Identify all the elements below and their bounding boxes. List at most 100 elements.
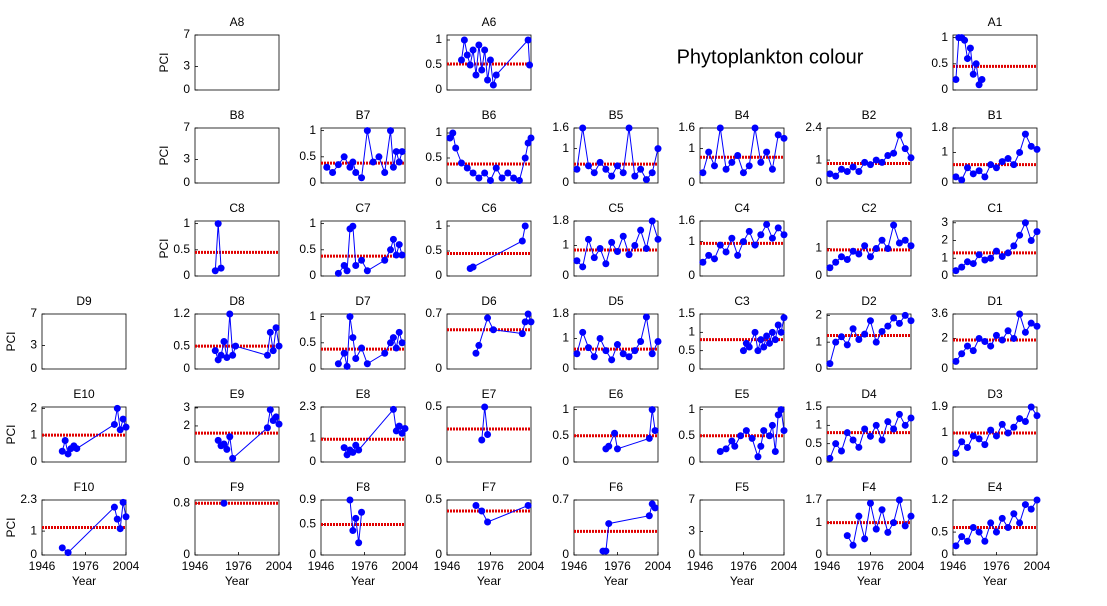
plot-area [194,220,280,277]
y-tick-label: 0 [941,175,948,189]
y-tick-label: 2 [815,308,822,322]
y-tick-label: 1 [815,241,822,255]
data-point [119,498,127,506]
y-tick-label: 0.5 [173,242,190,256]
data-point [745,343,753,351]
data-point [579,263,587,271]
plot-area [952,313,1038,370]
y-tick-label: 3 [30,338,37,352]
y-tick-label: 0 [309,361,316,375]
y-tick-label: 0 [815,268,822,282]
y-tick-label: 1 [562,238,569,252]
x-axis-label: Year [351,574,375,588]
y-tick-label: 1 [30,427,37,441]
data-point [648,169,656,177]
y-tick-label: 1.7 [805,492,822,506]
y-tick-label: 0 [688,547,695,561]
data-point [217,351,225,359]
y-tick-label: 1 [30,523,37,537]
data-point [716,124,724,132]
data-point [648,350,656,358]
y-tick-label: 0.9 [299,492,316,506]
panel-title: B4 [735,108,750,122]
data-point [766,432,774,440]
data-point [401,425,409,433]
data-point [780,134,788,142]
data-point [832,258,840,266]
data-point [349,158,357,166]
y-tick-label: 0.5 [299,335,316,349]
x-axis-label: Year [983,574,1007,588]
data-point [855,443,863,451]
y-tick-label: 0 [941,454,948,468]
data-point [780,427,788,435]
data-point [651,504,659,512]
data-point [521,222,529,230]
data-point [895,319,903,327]
data-point [58,544,66,552]
data-point [832,440,840,448]
y-tick-label: 1.5 [678,306,695,320]
data-point [573,165,581,173]
data-point [625,124,633,132]
y-tick-label: 1.6 [678,213,695,227]
data-point [527,134,535,142]
panel-title: D2 [861,294,877,308]
x-tick-label: 2004 [392,559,419,573]
data-point [481,46,489,54]
y-tick-label: 0 [688,175,695,189]
y-tick-label: 0 [183,82,190,96]
data-point [605,442,613,450]
data-point [958,176,966,184]
data-point [966,44,974,52]
data-point [472,502,480,509]
panel-title: E10 [73,387,95,401]
data-point [901,311,909,319]
data-point [579,124,587,132]
data-point [855,512,863,520]
data-point [387,127,395,135]
panel-title: F6 [609,480,623,494]
data-point [648,217,656,225]
y-tick-label: 0 [309,547,316,561]
data-point [722,445,730,453]
data-point [763,148,771,156]
data-point [481,169,489,177]
data-point [229,351,237,359]
x-axis-label: Year [72,574,96,588]
data-point [590,254,598,262]
y-axis-label: PCI [157,145,171,165]
data-point [478,66,486,74]
x-tick-label: 1976 [730,559,757,573]
data-point [780,231,788,239]
data-point [119,415,127,423]
data-point [584,344,592,352]
data-point [340,153,348,161]
data-point [754,453,762,461]
data-point [901,236,909,244]
data-point [907,414,915,422]
y-tick-label: 0.5 [931,524,948,538]
data-point [486,56,494,64]
data-point [1021,501,1029,509]
data-point [395,422,403,430]
data-point [981,537,989,545]
data-point [211,267,219,275]
data-point [731,442,739,450]
y-tick-label: 0.5 [299,517,316,531]
data-point [757,336,765,344]
panel-title: E7 [482,387,497,401]
y-tick-label: 1 [688,402,695,416]
data-point [774,131,782,139]
data-point [352,514,360,522]
data-point [463,51,471,59]
data-point [992,331,1000,339]
x-tick-label: 1946 [561,559,588,573]
data-point [849,541,857,549]
y-tick-label: 1 [562,331,569,345]
panel-title: B2 [862,108,877,122]
panel-title: D1 [987,294,1003,308]
data-point [211,347,219,355]
y-tick-label: 0 [562,547,569,561]
y-tick-label: 1 [941,30,948,44]
